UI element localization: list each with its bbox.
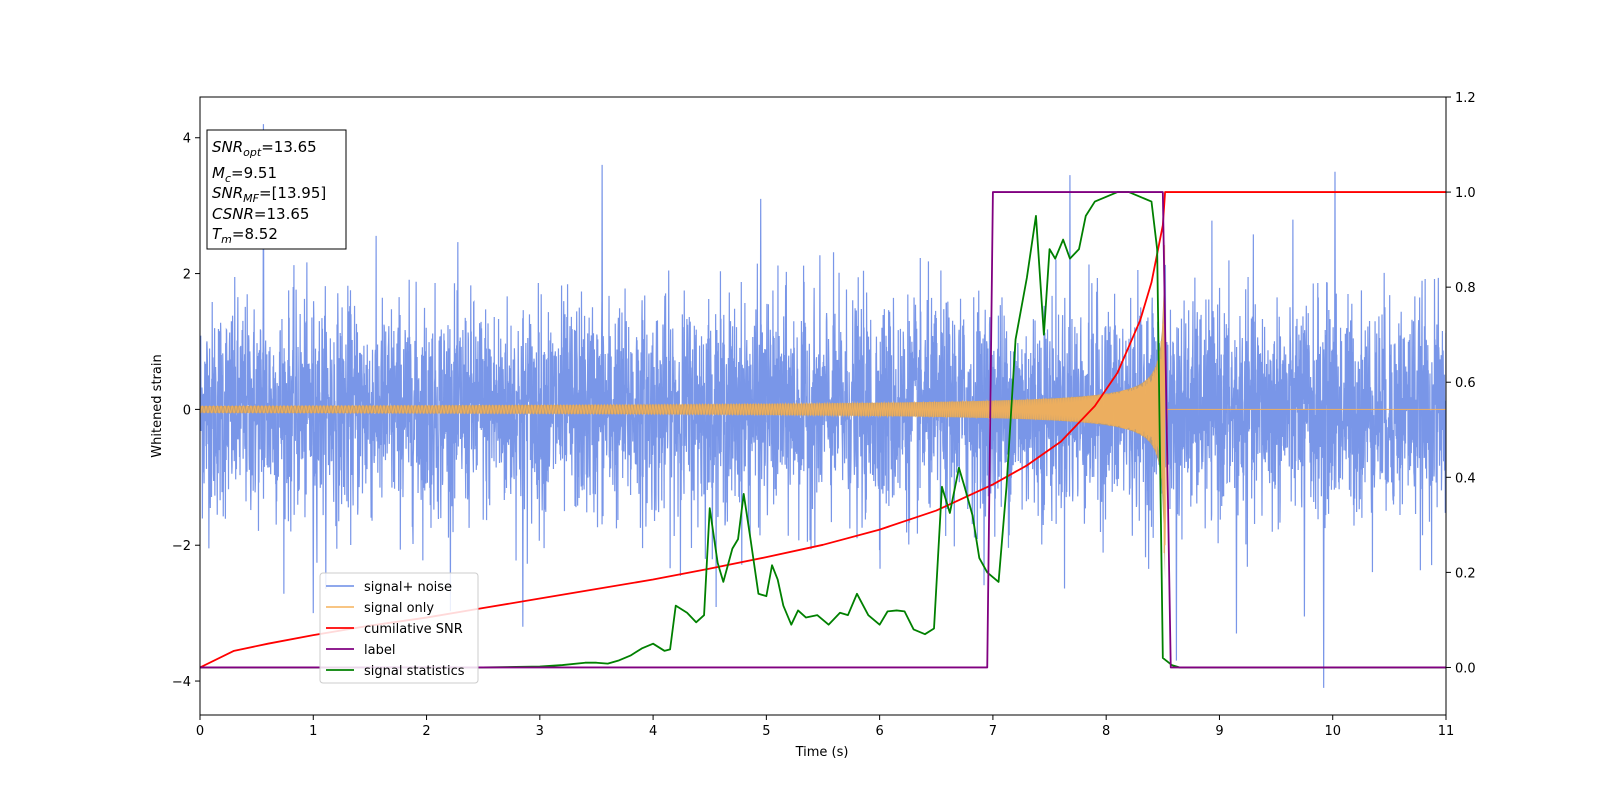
x-tick-label: 2 [422, 724, 430, 739]
y-right-tick-label: 0.4 [1455, 471, 1476, 486]
x-tick-label: 10 [1324, 724, 1341, 739]
x-tick-label: 4 [649, 724, 657, 739]
x-tick-label: 3 [536, 724, 544, 739]
signal-noise-series [200, 124, 1446, 688]
signal-noise-line [200, 124, 1446, 688]
y-left-axis-ticks: −4 −2 0 2 4 [172, 132, 200, 690]
x-tick-label: 11 [1438, 724, 1455, 739]
legend-frame [319, 572, 479, 684]
y-left-tick-label: −4 [172, 675, 191, 690]
info-box-frame [206, 129, 347, 250]
y-right-tick-label: 0.0 [1455, 661, 1476, 676]
y-left-tick-label: −2 [172, 539, 191, 554]
info-line: Mc=9.51 [212, 164, 277, 185]
info-line: SNRopt=13.65 [212, 138, 317, 159]
y-axis-label: Whitened strain [150, 354, 165, 457]
legend-label: signal statistics [364, 664, 465, 679]
info-line: Tm=8.52 [212, 225, 278, 246]
y-right-tick-label: 0.2 [1455, 566, 1476, 581]
y-left-tick-label: 4 [183, 132, 191, 147]
x-tick-label: 5 [762, 724, 770, 739]
y-right-tick-label: 1.2 [1455, 91, 1476, 106]
legend-label: cumilative SNR [364, 622, 463, 637]
x-tick-label: 7 [989, 724, 997, 739]
x-axis-label: Time (s) [795, 745, 849, 760]
legend-label: signal+ noise [364, 580, 452, 595]
x-tick-label: 6 [875, 724, 883, 739]
plot-area [200, 124, 1446, 688]
label-line [200, 191, 1446, 669]
info-line: SNRMF=[13.95] [212, 184, 326, 205]
signal-only-series [200, 239, 1446, 580]
legend-label: signal only [364, 601, 434, 616]
y-right-tick-label: 0.6 [1455, 376, 1476, 391]
x-axis-ticks: 0 1 2 3 4 5 6 7 8 9 10 11 [196, 715, 1454, 739]
x-tick-label: 0 [196, 724, 204, 739]
legend-item-label: label [326, 643, 395, 658]
x-tick-label: 8 [1102, 724, 1110, 739]
x-tick-label: 9 [1215, 724, 1223, 739]
legend-label: label [364, 643, 395, 658]
signal-only-line [200, 245, 1446, 554]
legend: signal+ noise signal only cumilative SNR la… [319, 572, 479, 684]
y-right-tick-label: 1.0 [1455, 186, 1476, 201]
y-right-tick-label: 0.8 [1455, 281, 1476, 296]
legend-item-signal-only: signal only [326, 601, 434, 616]
y-left-tick-label: 2 [183, 268, 191, 283]
legend-item-signal-noise: signal+ noise [326, 580, 452, 595]
info-box: SNRopt=13.65 Mc=9.51SNRMF=[13.95]CSNR=13.… [206, 129, 347, 250]
legend-item-signal-statistics: signal statistics [326, 664, 465, 679]
info-line: CSNR=13.65 [212, 205, 309, 223]
plot-frame [199, 96, 1447, 716]
signal-statistics-line [200, 191, 1446, 669]
y-right-axis-ticks: 0.0 0.2 0.4 0.6 0.8 1.0 1.2 [1446, 91, 1476, 676]
signal-only-envelope [200, 239, 1166, 580]
legend-item-cumulative-snr: cumilative SNR [326, 622, 463, 637]
x-tick-label: 1 [309, 724, 317, 739]
y-left-tick-label: 0 [183, 403, 191, 418]
